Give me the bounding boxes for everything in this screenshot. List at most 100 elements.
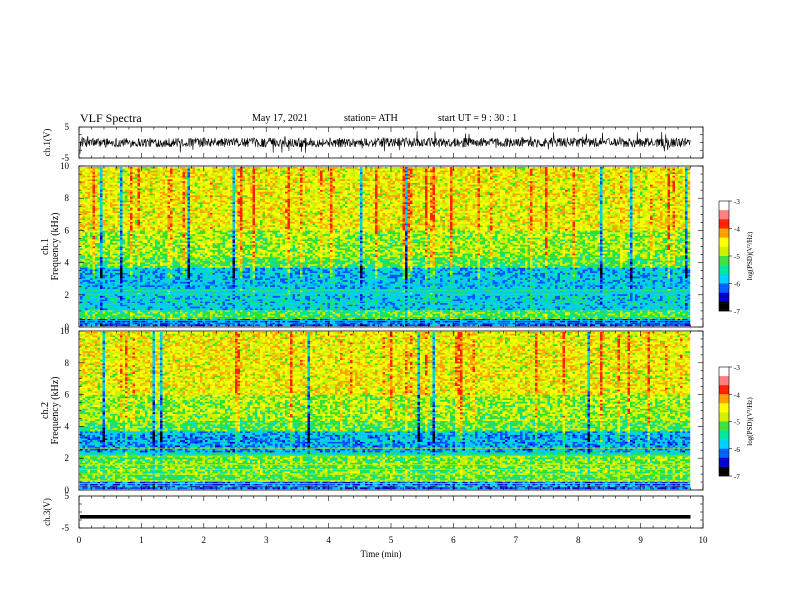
spectrogram-cell (130, 298, 133, 300)
spectrogram-cell (138, 255, 141, 257)
spectrogram-cell (90, 314, 93, 316)
spectrogram-cell (125, 227, 128, 229)
spectrogram-cell (160, 169, 163, 171)
spectrogram-cell (165, 262, 168, 264)
spectrogram-cell (105, 277, 108, 279)
spectrogram-cell (110, 222, 113, 224)
spectrogram-cell (115, 261, 118, 263)
spectrogram-cell (110, 201, 113, 203)
spectrogram-cell (143, 167, 146, 169)
spectrogram-cell (120, 273, 123, 275)
spectrogram-cell (118, 278, 121, 280)
spectrogram-cell (120, 241, 123, 243)
spectrogram-cell (90, 218, 93, 220)
spectrogram-cell (83, 215, 86, 217)
spectrogram-cell (165, 264, 168, 266)
spectrogram-cell (140, 190, 143, 192)
spectrogram-cell (145, 314, 148, 316)
spectrogram-cell (110, 280, 113, 282)
spectrogram-cell (118, 176, 121, 178)
spectrogram-cell (110, 179, 113, 181)
spectrogram-cell (140, 174, 143, 176)
spectrogram-cell (150, 176, 153, 178)
spectrogram-cell (80, 271, 83, 273)
spectrogram-cell (95, 192, 98, 194)
spectrogram-cell (115, 282, 118, 284)
spectrogram-cell (100, 261, 103, 263)
spectrogram-cell (100, 268, 103, 270)
spectrogram-cell (105, 229, 108, 231)
spectrogram-cell (145, 190, 148, 192)
spectrogram-cell (85, 227, 88, 229)
spectrogram-cell (138, 183, 141, 185)
spectrogram-cell (145, 171, 148, 173)
spectrogram-cell (165, 285, 168, 287)
spectrogram-cell (153, 216, 156, 218)
spectrogram-cell (160, 269, 163, 271)
spectrogram-cell (125, 208, 128, 210)
spectrogram-cell (125, 218, 128, 220)
spectrogram-cell (80, 167, 83, 169)
spectrogram-cell (168, 324, 171, 326)
spectrogram-cell (123, 294, 126, 296)
spectrogram-cell (80, 261, 83, 263)
spectrogram-cell (83, 204, 86, 206)
spectrogram-cell (88, 213, 91, 215)
spectrogram-cell (118, 171, 121, 173)
spectrogram-cell (168, 275, 171, 277)
spectrogram-cell (115, 190, 118, 192)
spectrogram-cell (153, 252, 156, 254)
spectrogram-cell (120, 268, 123, 270)
spectrogram-cell (113, 278, 116, 280)
spectrogram-cell (95, 195, 98, 197)
spectrogram-cell (85, 243, 88, 245)
spectrogram-cell (155, 167, 158, 169)
spectrogram-cell (105, 243, 108, 245)
spectrogram-cell (108, 185, 111, 187)
spectrogram-cell (165, 236, 168, 238)
spectrogram-cell (128, 178, 131, 180)
spectrogram-cell (130, 229, 133, 231)
spectrogram-cell (148, 269, 151, 271)
spectrogram-cell (98, 280, 101, 282)
spectrogram-cell (85, 213, 88, 215)
spectrogram-cell (143, 307, 146, 309)
spectrogram-cell (135, 294, 138, 296)
spectrogram-cell (133, 248, 136, 250)
spectrogram-cell (90, 215, 93, 217)
spectrogram-cell (118, 296, 121, 298)
spectrogram-cell (133, 195, 136, 197)
spectrogram-cell (158, 241, 161, 243)
spectrogram-cell (150, 269, 153, 271)
spectrogram-cell (143, 278, 146, 280)
spectrogram-cell (165, 224, 168, 226)
spectrogram-cell (145, 194, 148, 196)
spectrogram-cell (80, 218, 83, 220)
spectrogram-cell (95, 222, 98, 224)
spectrogram-cell (108, 264, 111, 266)
spectrogram-cell (123, 178, 126, 180)
spectrogram-cell (105, 254, 108, 256)
spectrogram-cell (103, 206, 106, 208)
spectrogram-cell (128, 236, 131, 238)
spectrogram-cell (105, 234, 108, 236)
spectrogram-cell (125, 167, 128, 169)
spectrogram-cell (153, 176, 156, 178)
spectrogram-cell (120, 216, 123, 218)
spectrogram-cell (153, 197, 156, 199)
spectrogram-cell (83, 167, 86, 169)
spectrogram-cell (168, 199, 171, 201)
spectrogram-cell (123, 218, 126, 220)
spectrogram-cell (88, 312, 91, 314)
spectrogram-cell (125, 172, 128, 174)
spectrogram-cell (93, 197, 96, 199)
spectrogram-cell (105, 252, 108, 254)
spectrogram-cell (158, 282, 161, 284)
spectrogram-cell (138, 174, 141, 176)
spectrogram-cell (95, 201, 98, 203)
spectrogram-cell (123, 324, 126, 326)
spectrogram-cell (138, 227, 141, 229)
spectrogram-cell (158, 250, 161, 252)
spectrogram-cell (83, 321, 86, 323)
spectrogram-cell (110, 224, 113, 226)
